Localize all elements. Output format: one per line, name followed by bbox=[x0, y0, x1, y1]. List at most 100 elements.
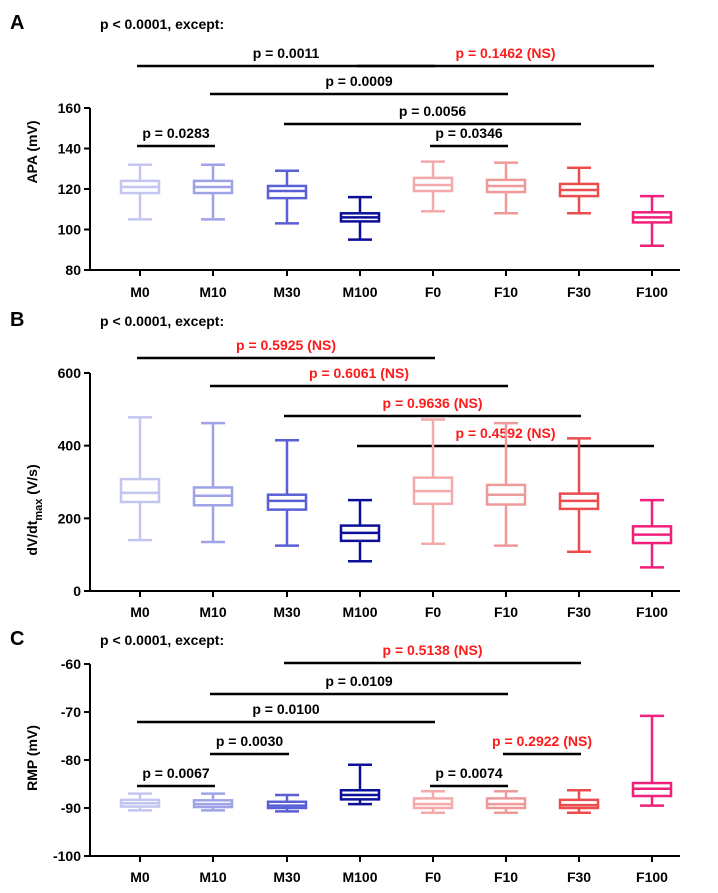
y-axis-label: APA (mV) bbox=[24, 121, 40, 184]
comparison-label: p = 0.1462 (NS) bbox=[456, 45, 556, 61]
box-f10 bbox=[485, 789, 527, 815]
box-m0 bbox=[119, 416, 161, 542]
box-f0 bbox=[412, 160, 454, 213]
y-tick-label: 100 bbox=[58, 222, 82, 238]
comparison-annotations: p = 0.5138 (NS) p = 0.0109 p = 0.0100 p = 0… bbox=[137, 642, 592, 788]
y-axis-label-unit: (V/s) bbox=[24, 464, 40, 498]
comparison-label: p = 0.0109 bbox=[325, 673, 393, 689]
comparison-label: p = 0.0283 bbox=[142, 125, 210, 141]
panel-a: A p < 0.0001, except: p = 0.0011 p = 0.14… bbox=[10, 12, 680, 300]
y-tick-label: -90 bbox=[61, 800, 81, 816]
box-m100 bbox=[339, 195, 381, 241]
comparison-label: p = 0.0100 bbox=[252, 701, 320, 717]
box-m0 bbox=[119, 792, 161, 812]
box-f100 bbox=[631, 194, 673, 247]
x-tick-label: F10 bbox=[494, 284, 518, 300]
y-axis-label: RMP (mV) bbox=[24, 725, 40, 791]
x-axis: M0 M10 M30 M100 F0 F10 F30 F100 bbox=[90, 269, 680, 300]
box-m30 bbox=[266, 438, 308, 547]
comparison-label: p = 0.0011 bbox=[253, 45, 320, 61]
x-tick-label: M10 bbox=[199, 604, 226, 620]
comparison: p = 0.0030 bbox=[210, 733, 289, 756]
box-m30 bbox=[266, 169, 308, 225]
comparison: p = 0.1462 (NS) bbox=[357, 45, 654, 68]
box-iqr bbox=[119, 477, 161, 504]
comparison-label: p = 0.9636 (NS) bbox=[383, 395, 483, 411]
comparison: p = 0.6061 (NS) bbox=[210, 365, 508, 388]
y-tick-label: 200 bbox=[58, 510, 82, 526]
plot-area: 0 200 400 600 M0 M10 M30 M100 F0 F10 F30 F100 bbox=[58, 365, 680, 620]
x-tick-label: F0 bbox=[425, 604, 442, 620]
x-tick-label: M10 bbox=[199, 869, 226, 885]
box-f30 bbox=[558, 166, 600, 215]
x-tick-label: F100 bbox=[636, 284, 668, 300]
panel-c: C p < 0.0001, except: p = 0.5138 (NS)p =… bbox=[10, 628, 680, 885]
x-tick-label: M0 bbox=[130, 604, 150, 620]
comparison-label: p = 0.0346 bbox=[435, 125, 503, 141]
y-axis: -100 -90 -80 -70 -60 bbox=[53, 656, 91, 864]
box-m100 bbox=[339, 498, 381, 563]
comparison-label: p = 0.6061 (NS) bbox=[309, 365, 409, 381]
box-f0 bbox=[412, 418, 454, 546]
comparison-label: p = 0.0074 bbox=[435, 765, 503, 781]
x-tick-label: M30 bbox=[273, 604, 300, 620]
x-tick-label: F100 bbox=[636, 604, 668, 620]
plot-area: 80 100 120 140 160 M0 M10 M30 M100 F0 F10 F30 F100 bbox=[58, 100, 680, 300]
box-iqr bbox=[266, 493, 308, 511]
y-axis: 0 200 400 600 bbox=[58, 365, 91, 599]
comparison: p = 0.0067 bbox=[137, 765, 215, 788]
comparison-label: p = 0.5138 (NS) bbox=[383, 642, 483, 658]
comparison: p = 0.0011 bbox=[137, 45, 435, 68]
y-axis-label-main: dV/dt bbox=[24, 520, 40, 555]
y-axis-label-subscript: max bbox=[33, 498, 45, 521]
comparison: p = 0.0100 bbox=[137, 701, 435, 724]
comparison-label: p = 0.0030 bbox=[216, 733, 284, 749]
comparison: p = 0.0056 bbox=[284, 103, 581, 126]
comparison: p = 0.2922 (NS) bbox=[492, 733, 592, 756]
x-tick-label: M100 bbox=[342, 284, 377, 300]
x-tick-label: M0 bbox=[130, 869, 150, 885]
x-tick-label: F30 bbox=[567, 604, 591, 620]
x-tick-label: F100 bbox=[636, 869, 668, 885]
x-tick-label: M0 bbox=[130, 284, 150, 300]
box-m10 bbox=[192, 163, 234, 221]
y-axis-label: dV/dtmax (V/s) bbox=[24, 464, 45, 555]
x-tick-label: F30 bbox=[567, 869, 591, 885]
panel-letter: B bbox=[10, 309, 24, 331]
comparison: p = 0.5925 (NS) bbox=[137, 337, 435, 360]
comparison-label: p = 0.0056 bbox=[399, 103, 467, 119]
box-m10 bbox=[192, 421, 234, 544]
boxes bbox=[119, 714, 673, 815]
plot-area: -100 -90 -80 -70 -60 M0 M10 M30 M100 F0 F10 F30 F10… bbox=[53, 656, 680, 885]
comparison-annotations: p = 0.0011 p = 0.1462 (NS) p = 0.0009 p = 0… bbox=[137, 45, 654, 148]
y-tick-label: 400 bbox=[58, 438, 82, 454]
comparison: p = 0.0283 bbox=[137, 125, 215, 148]
y-tick-label: 140 bbox=[58, 141, 82, 157]
y-tick-label: 600 bbox=[58, 365, 82, 381]
x-tick-label: F0 bbox=[425, 869, 442, 885]
panel-letter: A bbox=[10, 12, 24, 34]
x-tick-label: M30 bbox=[273, 869, 300, 885]
comparison-label: p = 0.0067 bbox=[142, 765, 210, 781]
x-tick-label: M10 bbox=[199, 284, 226, 300]
comparison-label: p = 0.5925 (NS) bbox=[236, 337, 336, 353]
comparison: p = 0.0074 bbox=[430, 765, 508, 788]
y-tick-label: -60 bbox=[61, 656, 81, 672]
y-tick-label: -80 bbox=[61, 752, 81, 768]
y-tick-label: 0 bbox=[73, 583, 81, 599]
y-tick-label: 120 bbox=[58, 181, 82, 197]
x-tick-label: F30 bbox=[567, 284, 591, 300]
x-tick-label: F10 bbox=[494, 604, 518, 620]
box-m10 bbox=[192, 792, 234, 812]
box-m100 bbox=[339, 763, 381, 806]
x-tick-label: M100 bbox=[342, 869, 377, 885]
x-tick-label: M30 bbox=[273, 284, 300, 300]
except-note: p < 0.0001, except: bbox=[100, 16, 224, 32]
box-m30 bbox=[266, 793, 308, 813]
y-tick-label: -100 bbox=[53, 848, 81, 864]
x-axis: M0 M10 M30 M100 F0 F10 F30 F100 bbox=[90, 855, 680, 885]
y-tick-label: 160 bbox=[58, 100, 82, 116]
comparison: p = 0.0346 bbox=[430, 125, 508, 148]
x-tick-label: M100 bbox=[342, 604, 377, 620]
